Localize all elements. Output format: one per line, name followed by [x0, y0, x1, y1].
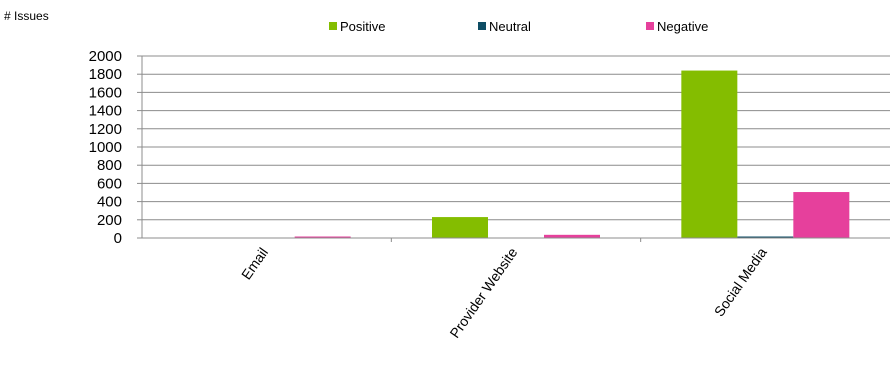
y-tick-label: 1400 [89, 103, 122, 120]
bar-negative-email [294, 236, 351, 238]
legend-swatch-positive [329, 22, 337, 30]
y-tick-label: 1800 [89, 66, 122, 83]
y-tick-label: 1600 [89, 84, 122, 101]
bar-neutral-social-media [737, 236, 794, 238]
y-tick-label: 0 [114, 230, 122, 247]
bars [294, 70, 850, 238]
bar-negative-provider-website [544, 234, 600, 238]
legend-swatch-negative [646, 22, 654, 30]
x-category-label: Email [238, 245, 271, 283]
y-tick-label: 1000 [89, 139, 122, 156]
y-tick-label: 1200 [89, 121, 122, 138]
x-category-label: Social Media [711, 244, 770, 319]
legend-swatch-neutral [478, 22, 486, 30]
y-axis-title: # Issues [4, 9, 49, 23]
gridlines [142, 55, 890, 239]
bar-positive-social-media [681, 70, 738, 238]
y-tick-label: 2000 [89, 48, 122, 65]
y-tick-label: 400 [97, 194, 122, 211]
axes [141, 56, 890, 242]
x-category-label: Provider Website [446, 244, 520, 340]
bar-negative-social-media [793, 192, 850, 238]
y-tick-label: 200 [97, 212, 122, 229]
legend-label-neutral: Neutral [489, 19, 531, 34]
legend: Positive Neutral Negative [329, 19, 708, 34]
x-category-labels: Email Provider Website Social Media [238, 244, 770, 340]
y-tick-label: 600 [97, 175, 122, 192]
legend-label-positive: Positive [340, 19, 386, 34]
bar-positive-provider-website [432, 217, 488, 238]
legend-label-negative: Negative [657, 19, 708, 34]
y-tick-label: 800 [97, 157, 122, 174]
